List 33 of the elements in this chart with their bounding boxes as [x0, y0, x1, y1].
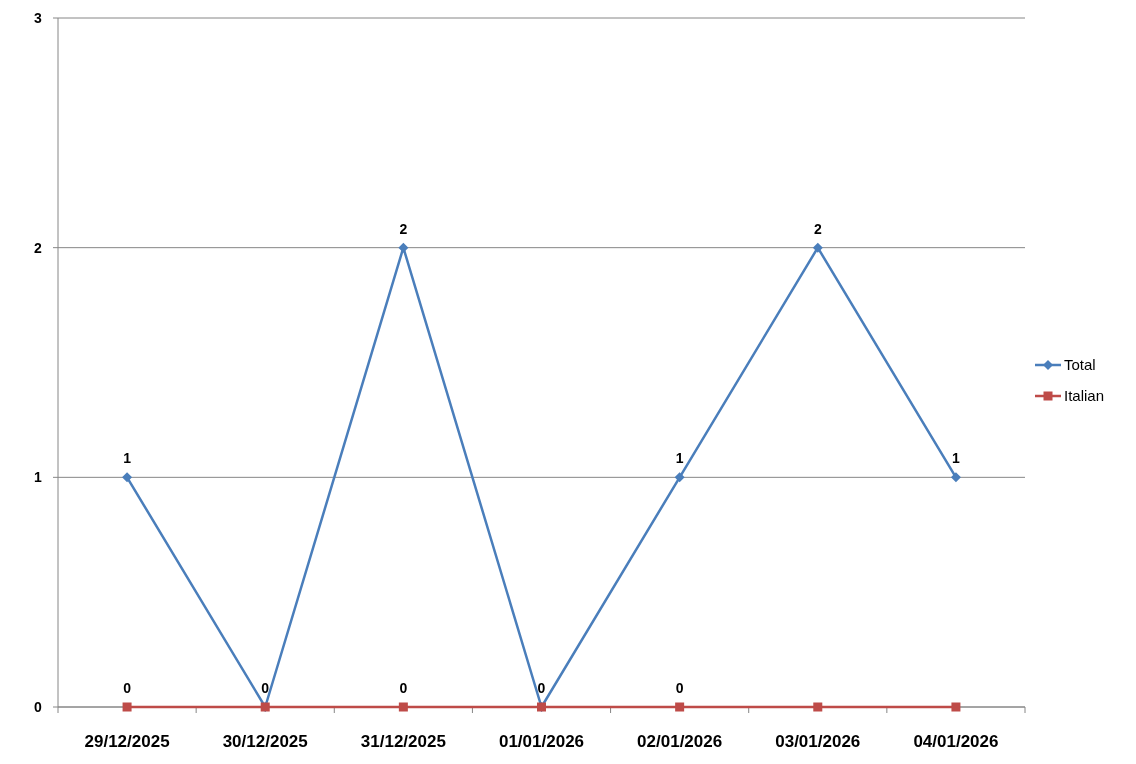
- x-tick-label: 02/01/2026: [637, 732, 723, 751]
- data-label: 0: [399, 680, 408, 696]
- point: [951, 702, 961, 712]
- data-label: 2: [399, 220, 408, 237]
- data-label: 1: [952, 450, 961, 467]
- data-label: 0: [537, 680, 546, 696]
- point: [122, 702, 132, 712]
- x-tick-label: 29/12/2025: [84, 732, 170, 751]
- x-tick-label: 30/12/2025: [222, 732, 308, 751]
- y-tick-label: 2: [34, 239, 43, 256]
- point: [675, 702, 685, 712]
- data-label: 1: [123, 450, 132, 467]
- data-label: 1: [675, 450, 684, 467]
- data-label: 0: [261, 680, 270, 696]
- x-tick-label: 03/01/2026: [775, 732, 861, 751]
- legend-label: Italian: [1064, 387, 1105, 404]
- data-label: 0: [123, 680, 132, 696]
- x-tick-label: 31/12/2025: [360, 732, 446, 751]
- x-tick-label: 01/01/2026: [498, 732, 585, 751]
- point: [398, 242, 409, 253]
- point: [950, 472, 961, 483]
- y-tick-label: 0: [34, 699, 43, 715]
- point: [813, 702, 823, 712]
- data-label: 0: [675, 680, 684, 696]
- data-label: 2: [813, 220, 822, 237]
- point: [122, 472, 133, 483]
- point: [674, 472, 685, 483]
- y-tick-label: 3: [34, 10, 43, 26]
- x-tick-label: 04/01/2026: [913, 732, 999, 751]
- point: [812, 242, 823, 253]
- y-tick-label: 1: [34, 469, 43, 486]
- point: [398, 702, 408, 712]
- legend-label: Total: [1064, 356, 1096, 373]
